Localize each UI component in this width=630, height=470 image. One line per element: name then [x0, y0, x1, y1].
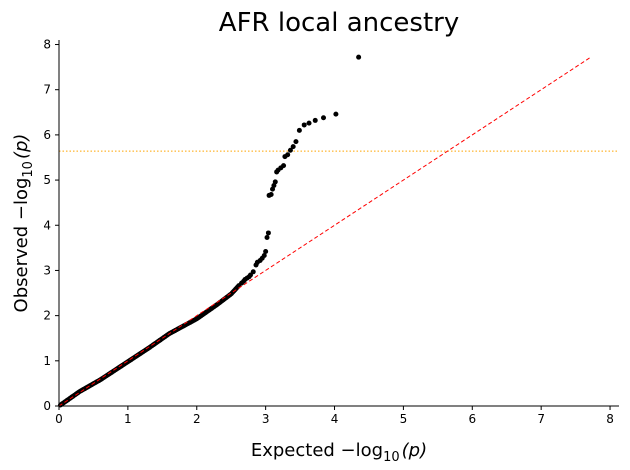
x-axis-title-prefix: Expected −log: [251, 440, 383, 461]
x-axis-title-subscript: 10: [383, 450, 400, 465]
data-point: [250, 269, 256, 275]
data-point: [285, 152, 291, 158]
data-point: [301, 122, 307, 128]
data-point: [296, 127, 302, 133]
data-point: [265, 230, 271, 236]
x-tick-label: 3: [262, 412, 270, 426]
y-axis-title-subscript: 10: [21, 161, 36, 178]
x-tick-label: 6: [468, 412, 476, 426]
y-tick-label: 4: [43, 218, 51, 232]
data-point: [272, 179, 278, 185]
data-point: [306, 120, 312, 126]
data-point: [333, 111, 339, 117]
x-tick-label: 8: [606, 412, 614, 426]
data-point: [321, 115, 327, 121]
x-tick-label: 0: [55, 412, 63, 426]
x-axis-title-suffix: (p): [402, 440, 427, 461]
plot-area: [57, 54, 619, 408]
x-tick-label: 2: [193, 412, 201, 426]
y-tick-label: 3: [43, 263, 51, 277]
y-tick-label: 6: [43, 128, 51, 142]
x-axis-title: Expected −log10 (p): [251, 440, 427, 465]
y-tick-label: 8: [43, 38, 51, 52]
y-tick-label: 7: [43, 83, 51, 97]
y-axis-title-suffix: (p): [11, 134, 32, 159]
data-point: [263, 248, 269, 254]
data-point: [261, 253, 267, 259]
data-point: [312, 117, 318, 123]
y-tick-label: 1: [43, 354, 51, 368]
data-point: [356, 54, 362, 60]
y-tick-label: 5: [43, 173, 51, 187]
data-point: [268, 192, 274, 198]
data-point: [264, 234, 270, 240]
chart-title: AFR local ancestry: [219, 8, 459, 38]
y-axis-title-prefix: Observed −log: [11, 178, 32, 313]
x-tick-label: 5: [400, 412, 408, 426]
x-tick-label: 4: [331, 412, 339, 426]
axes: 0 1 2 3 4 5 6 7 8 0 1 2 3 4 5 6 7 8: [43, 38, 619, 426]
x-tick-label: 1: [124, 412, 132, 426]
expected-diagonal-line: [58, 56, 592, 407]
data-point: [281, 163, 287, 169]
y-tick-label: 2: [43, 309, 51, 323]
y-tick-label: 0: [43, 399, 51, 413]
data-point: [290, 144, 296, 150]
data-point: [293, 139, 299, 145]
x-tick-label: 7: [537, 412, 545, 426]
y-axis-title: Observed −log10 (p): [11, 134, 36, 313]
data-point: [287, 147, 293, 153]
